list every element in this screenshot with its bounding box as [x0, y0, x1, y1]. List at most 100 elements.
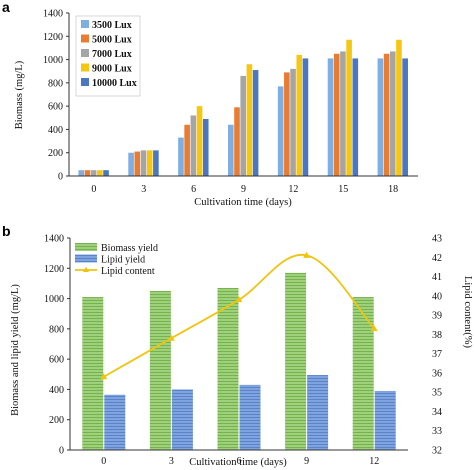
panel-a-bar [84, 170, 91, 176]
panel-a-x-tick-label: 15 [338, 184, 348, 195]
panel-b-bar [217, 287, 239, 450]
panel-a-y-tick-label: 1400 [43, 9, 63, 20]
panel-b-bar [239, 384, 261, 450]
panel-b-bar [285, 272, 307, 450]
panel-a-x-tick-label: 18 [388, 184, 398, 195]
panel-a-y-ticks: 0 200 400 600 800 1000 1200 1400 [43, 9, 69, 183]
panel-b-y-tick-label: 200 [49, 415, 64, 426]
panel-a-bar [377, 58, 384, 176]
panel-a-bar [146, 150, 153, 176]
panel-b-lipid-content-path [103, 254, 375, 378]
panel-a-bar [103, 170, 109, 176]
panel-a-bar [153, 150, 159, 176]
panel-a-legend: 3500 Lux 5000 Lux 7000 Lux 9000 Lux 10000 Lu… [75, 15, 141, 97]
panel-a-bar [396, 39, 402, 177]
panel-b-lipid-content-line [100, 251, 378, 380]
panel-a-bar [128, 152, 134, 176]
panel-a-bar [196, 106, 203, 176]
panel-b-x-ticks: 0 3 6 9 12 [101, 456, 379, 467]
panel-a-legend-swatch [81, 78, 89, 86]
panel-b-lipid-content-marker [167, 334, 175, 341]
panel-b-y-tick-label: 0 [59, 446, 64, 457]
panel-a-bar [252, 70, 259, 176]
panel-a-bar [234, 107, 240, 176]
panel-b-x-label: Cultivation time (days) [189, 457, 287, 468]
panel-a: a 0 200 400 600 800 1000 1200 1400 0 3 6 9 12 15 18 C… [2, 0, 418, 208]
panel-b-y2-tick-label: 32 [432, 446, 442, 457]
panel-b-x-tick-label: 9 [304, 456, 309, 467]
panel-a-bar [389, 51, 396, 176]
panel-a-bar [340, 51, 346, 176]
panel-b-y2-label: Lipid content(%) [462, 276, 473, 349]
panel-b-legend-marker [83, 266, 89, 272]
panel-a-x-tick-label: 0 [91, 184, 96, 195]
panel-a-x-tick-label: 9 [241, 184, 246, 195]
panel-a-x-tick-label: 6 [191, 184, 196, 195]
panel-a-bar [178, 137, 184, 176]
panel-b-lipid-content-marker [303, 251, 311, 258]
panel-a-bar [284, 72, 290, 176]
panel-b-y-tick-label: 600 [49, 355, 64, 366]
panel-b-y2-tick-label: 42 [432, 253, 442, 264]
panel-b-bar [352, 297, 374, 450]
panel-a-bar [327, 58, 334, 176]
panel-b-legend-swatch [75, 243, 97, 251]
panel-a-bar [228, 124, 234, 176]
panel-a-bar [277, 86, 284, 176]
panel-b-legend-label: Biomass yield [101, 243, 158, 254]
panel-b-lipid-content-marker [235, 296, 243, 303]
panel-b-y2-tick-label: 38 [432, 330, 442, 341]
panel-b-bars [82, 272, 396, 450]
panel-a-legend-label: 3500 Lux [92, 20, 132, 31]
panel-b-y-tick-label: 1200 [44, 264, 64, 275]
panel-b-label: b [2, 223, 11, 239]
panel-a-bar [383, 53, 390, 176]
panel-b-legend-label: Lipid content [101, 266, 155, 277]
panel-a-legend-label: 9000 Lux [92, 64, 132, 75]
panel-a-bar [90, 170, 97, 176]
panel-b-y2-tick-label: 35 [432, 388, 442, 399]
panel-b-bar [104, 394, 126, 450]
panel-b-y2-tick-label: 37 [432, 349, 442, 360]
panel-b-y-label: Biomass and lipid yield (mg/L) [10, 284, 21, 416]
panel-b-x-tick-label: 6 [237, 456, 242, 467]
panel-a-x-ticks: 0 3 6 9 12 15 18 [91, 184, 398, 195]
panel-a-bar [184, 124, 190, 176]
panel-a-bar [78, 170, 85, 176]
panel-a-bar [97, 170, 103, 176]
panel-b-y2-tick-label: 34 [432, 407, 442, 418]
panel-a-bar [134, 151, 141, 176]
panel-b-y2-tick-label: 36 [432, 368, 442, 379]
panel-b-bar [171, 389, 193, 450]
panel-b-bar [307, 375, 329, 450]
panel-b-y2-tick-label: 41 [432, 272, 442, 283]
panel-a-bar [346, 39, 352, 177]
panel-b-y-tick-label: 1000 [44, 294, 64, 305]
panel-a-bar [296, 54, 303, 176]
panel-b-x-tick-label: 0 [101, 456, 106, 467]
panel-a-x-tick-label: 3 [141, 184, 146, 195]
panel-b-y2-tick-label: 40 [432, 291, 442, 302]
panel-b-y2-ticks: 32 33 34 35 36 37 38 39 40 41 42 43 [432, 234, 442, 457]
panel-a-bar [190, 115, 197, 176]
panel-a-y-tick-label: 600 [48, 102, 63, 113]
panel-b-y-ticks: 0 200 400 600 800 1000 1200 1400 [44, 234, 70, 457]
panel-a-legend-label: 7000 Lux [92, 49, 132, 60]
panel-b-legend-label: Lipid yield [101, 255, 145, 266]
panel-a-bar [302, 58, 309, 176]
panel-b-bar [374, 390, 396, 450]
panel-b-y2-tick-label: 39 [432, 311, 442, 322]
panel-a-legend-swatch [81, 20, 89, 28]
panel-a-y-tick-label: 1200 [43, 32, 63, 43]
panel-a-bar [333, 53, 340, 176]
panel-b-y2-tick-label: 43 [432, 234, 442, 245]
panel-a-y-tick-label: 400 [48, 125, 63, 136]
panel-a-legend-label: 10000 Lux [92, 78, 137, 89]
panel-b-y-tick-label: 1400 [44, 234, 64, 245]
panel-a-legend-label: 5000 Lux [92, 35, 132, 46]
panel-b-bar [82, 297, 104, 450]
panel-a-bar [246, 64, 253, 176]
